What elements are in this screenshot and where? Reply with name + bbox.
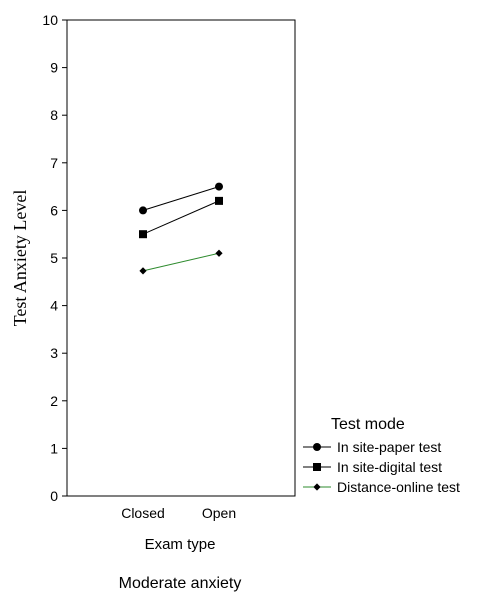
data-point [139,206,147,215]
legend-item: In site-digital test [303,459,442,475]
series-1 [139,182,223,215]
y-tick-label: 3 [50,345,58,361]
legend-label: Distance-online test [337,479,460,495]
legend-title: Test mode [331,416,405,433]
data-point [215,249,223,257]
chart-caption: Moderate anxiety [119,575,242,592]
legend-label: In site-digital test [337,459,442,475]
y-tick-label: 9 [50,60,58,76]
series-line [142,186,220,211]
data-point [139,230,147,239]
y-tick-label: 2 [50,393,58,409]
series-line [142,200,220,235]
y-tick-label: 0 [50,488,58,504]
y-tick-label: 8 [50,107,58,123]
y-axis-ticks: 0 1 2 3 4 5 6 7 8 9 10 [42,12,67,504]
y-axis-label: Test Anxiety Level [10,190,30,327]
legend-marker [313,443,321,451]
series-line [142,252,220,272]
y-tick-label: 7 [50,155,58,171]
x-tick-label: Open [202,505,236,521]
x-axis-label: Exam type [145,536,216,553]
y-tick-label: 10 [42,12,58,28]
plot-frame [66,19,296,497]
y-tick-label: 5 [50,250,58,266]
data-point [215,182,223,191]
legend-item: In site-paper test [303,439,441,455]
y-tick-label: 4 [50,298,58,314]
data-point [215,196,223,205]
data-point [139,267,147,275]
legend-item: Distance-online test [303,479,460,495]
series-layer [139,182,223,275]
legend-marker [313,463,321,471]
legend: In site-paper test In site-digital test Di… [303,439,460,495]
x-axis-ticks: Closed Open [121,505,236,521]
x-tick-label: Closed [121,505,165,521]
series-2 [139,196,223,239]
y-tick-label: 1 [50,440,58,456]
y-tick-label: 6 [50,202,58,218]
legend-marker [313,483,321,491]
series-3 [139,249,223,275]
legend-label: In site-paper test [337,439,441,455]
